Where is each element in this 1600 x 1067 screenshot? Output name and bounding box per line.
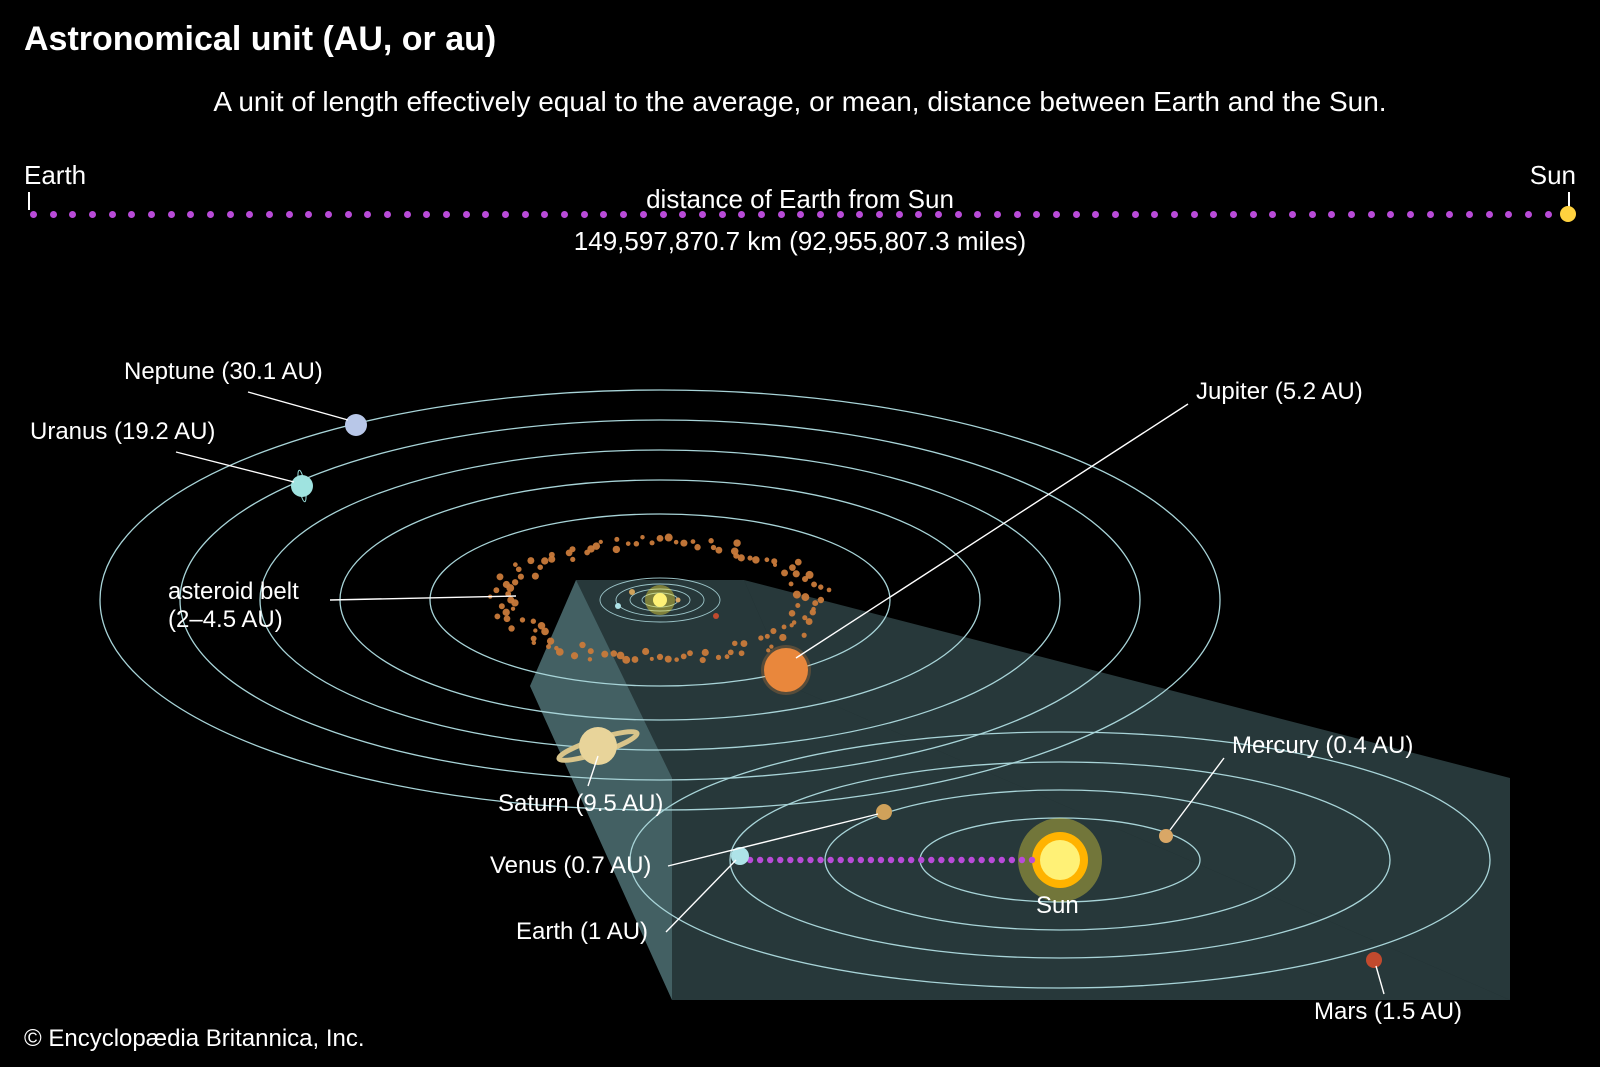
scale-caption-bottom: 149,597,870.7 km (92,955,807.3 miles)	[24, 226, 1576, 257]
solar-system-diagram: Neptune (30.1 AU) Uranus (19.2 AU) aster…	[0, 300, 1600, 1020]
label-earth: Earth (1 AU)	[516, 918, 648, 946]
page-title: Astronomical unit (AU, or au)	[24, 20, 496, 59]
label-asteroid-line1: asteroid belt	[168, 578, 299, 605]
label-mercury: Mercury (0.4 AU)	[1232, 732, 1413, 760]
label-asteroid-belt: asteroid belt (2–4.5 AU)	[168, 578, 299, 633]
label-saturn: Saturn (9.5 AU)	[498, 790, 663, 818]
label-jupiter: Jupiter (5.2 AU)	[1196, 378, 1363, 406]
scale-bar: Earth Sun distance of Earth from Sun 149…	[24, 160, 1576, 270]
sun-dot-icon	[1560, 206, 1576, 222]
label-uranus: Uranus (19.2 AU)	[30, 418, 215, 446]
label-venus: Venus (0.7 AU)	[490, 852, 651, 880]
label-mars: Mars (1.5 AU)	[1314, 998, 1462, 1026]
label-neptune: Neptune (30.1 AU)	[124, 358, 323, 386]
page-subtitle: A unit of length effectively equal to th…	[0, 86, 1600, 118]
label-asteroid-line2: (2–4.5 AU)	[168, 606, 283, 633]
scale-dots	[30, 210, 1552, 218]
label-sun: Sun	[1036, 892, 1079, 920]
copyright-text: © Encyclopædia Britannica, Inc.	[24, 1025, 365, 1053]
